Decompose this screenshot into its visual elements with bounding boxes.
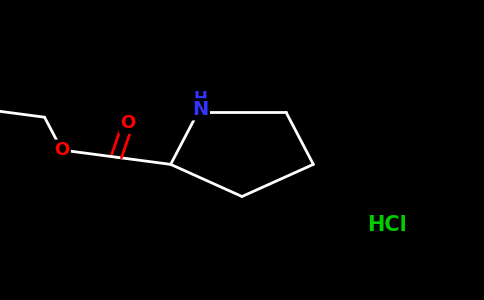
Text: O: O	[120, 115, 136, 133]
Text: HCl: HCl	[367, 215, 407, 235]
Text: N: N	[192, 100, 209, 119]
Text: O: O	[54, 141, 69, 159]
Text: H: H	[194, 90, 207, 108]
